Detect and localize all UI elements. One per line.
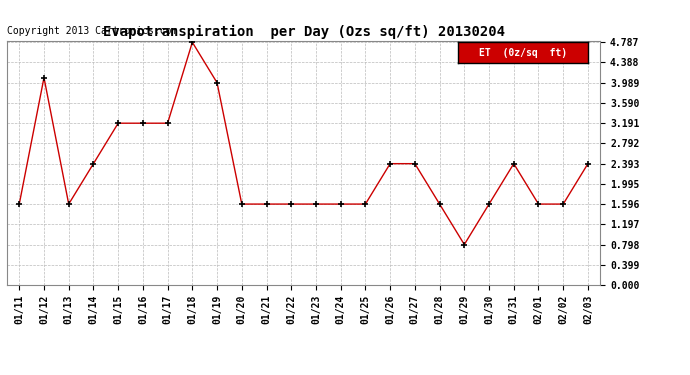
Text: Copyright 2013 Cartronics.com: Copyright 2013 Cartronics.com — [7, 26, 177, 36]
Title: Evapotranspiration  per Day (Ozs sq/ft) 20130204: Evapotranspiration per Day (Ozs sq/ft) 2… — [103, 24, 504, 39]
